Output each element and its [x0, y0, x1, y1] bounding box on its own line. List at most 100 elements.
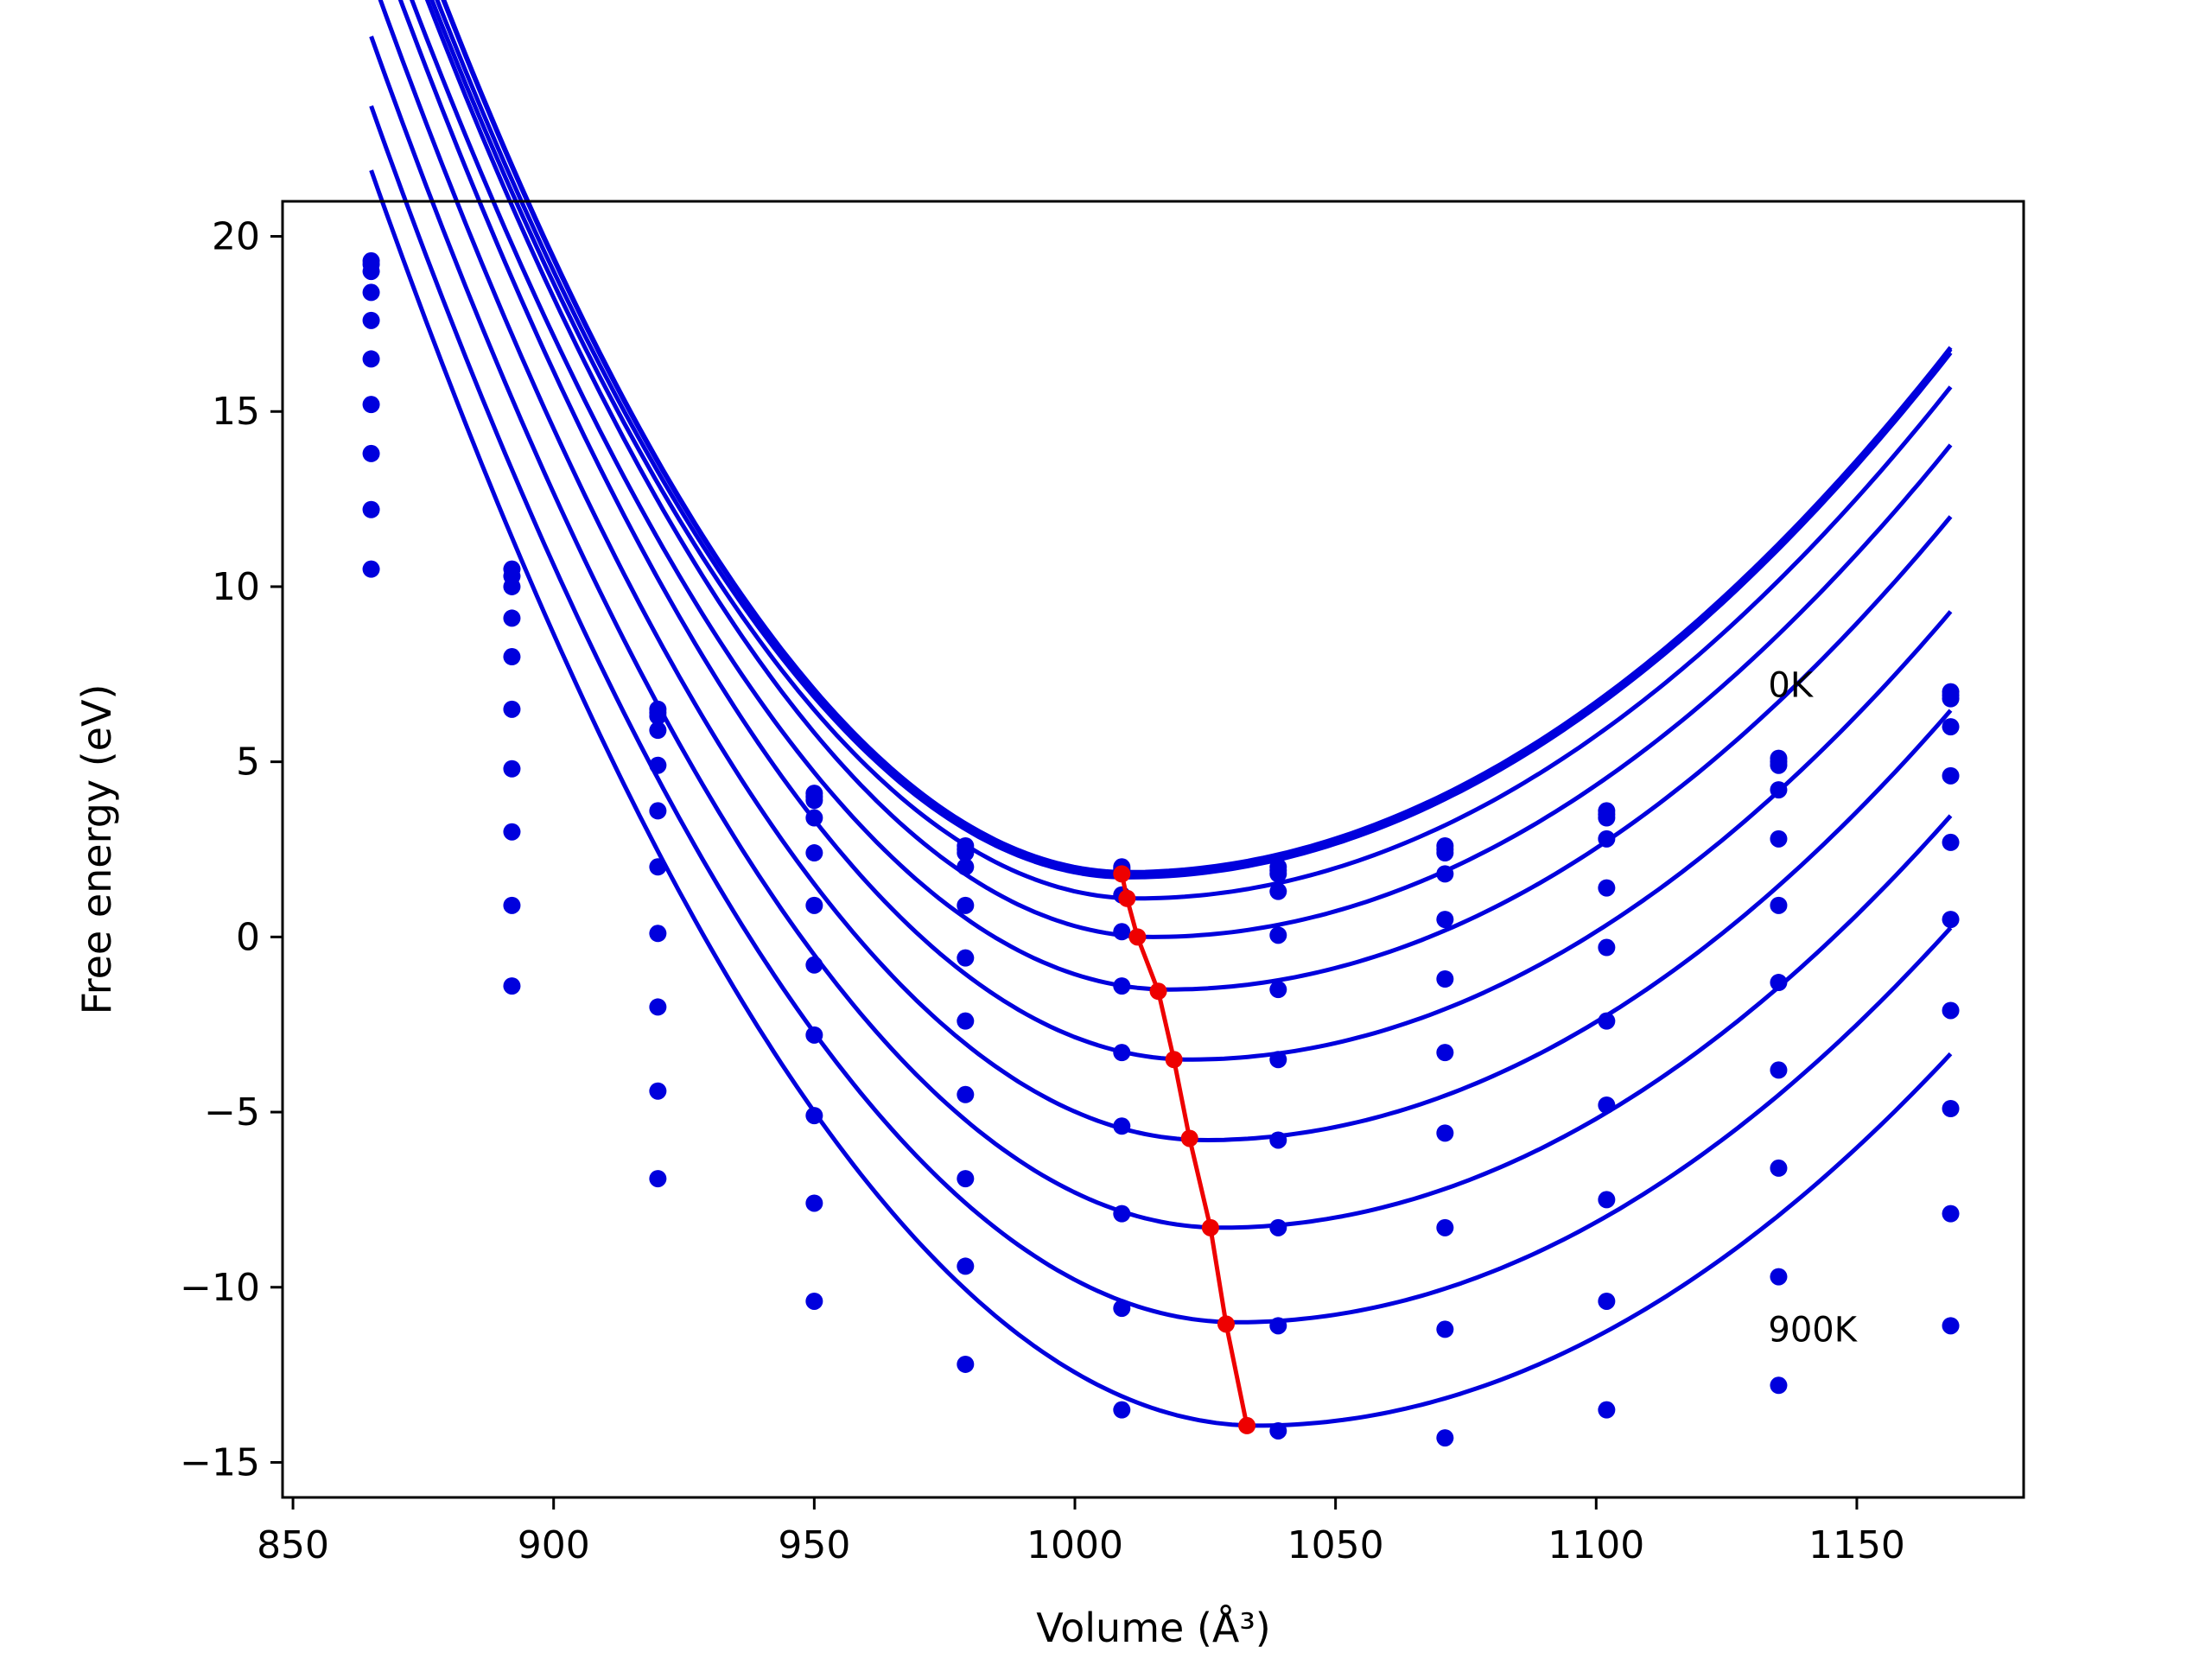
data-point-10-8	[1598, 1401, 1616, 1419]
y-tick-label-15: 15	[212, 390, 260, 434]
x-tick-label-1150: 1150	[1808, 1523, 1905, 1567]
data-point-9-8	[1598, 1292, 1616, 1310]
data-point-10-10	[1942, 1317, 1960, 1335]
data-point-7-0	[362, 444, 380, 462]
data-point-5-4	[957, 949, 975, 967]
data-point-2-2	[649, 707, 667, 725]
data-point-9-6	[1269, 1317, 1287, 1335]
data-point-5-3	[805, 896, 823, 914]
data-point-2-1	[503, 577, 521, 595]
minima-point-6	[1201, 1218, 1219, 1236]
x-tick-label-1050: 1050	[1287, 1523, 1384, 1567]
data-point-4-2	[649, 756, 667, 774]
data-point-6-9	[1770, 974, 1788, 992]
x-axis-ticks: 850 900 950 1000 1050 1100 1150	[257, 1497, 1905, 1567]
data-point-7-2	[649, 925, 667, 943]
data-point-10-6	[1269, 1421, 1287, 1440]
data-point-9-4	[957, 1257, 975, 1275]
data-point-7-8	[1598, 1096, 1616, 1114]
minima-point-1	[1118, 889, 1136, 907]
y-tick-label--10: −10	[180, 1266, 260, 1310]
data-point-4-8	[1598, 879, 1616, 897]
data-point-6-4	[957, 1012, 975, 1030]
data-point-3-4	[957, 858, 975, 876]
data-point-10-7	[1436, 1429, 1454, 1447]
data-point-8-0	[362, 500, 380, 518]
data-point-7-4	[957, 1085, 975, 1103]
fit-curve-1	[441, 0, 1953, 876]
data-point-9-3	[805, 1194, 823, 1212]
minima-line	[1119, 873, 1249, 1427]
data-point-2-9	[1770, 756, 1788, 774]
minima-point-5	[1180, 1129, 1198, 1147]
minima-point-0	[1113, 865, 1131, 883]
fit-curve-7	[378, 0, 1953, 1142]
y-tick-label--15: −15	[180, 1440, 260, 1484]
data-point-8-10	[1942, 1100, 1960, 1117]
data-point-3-7	[1436, 865, 1454, 883]
annotation-0: 0K	[1768, 665, 1814, 705]
data-point-7-7	[1436, 1124, 1454, 1142]
data-point-4-1	[503, 648, 521, 666]
data-point-3-6	[1269, 882, 1287, 900]
data-point-10-5	[1113, 1401, 1131, 1419]
data-point-2-10	[1942, 690, 1960, 708]
data-point-3-10	[1942, 718, 1960, 736]
data-point-2-4	[957, 844, 975, 862]
data-point-5-7	[1436, 970, 1454, 988]
minimum-energy-path	[1113, 865, 1256, 1434]
fit-curve-10	[369, 169, 1953, 1428]
data-point-4-7	[1436, 911, 1454, 929]
data-point-8-8	[1598, 1191, 1616, 1209]
data-point-4-0	[362, 311, 380, 329]
y-tick-label-0: 0	[236, 915, 260, 959]
data-point-8-1	[503, 896, 521, 914]
data-point-5-5	[1113, 977, 1131, 995]
data-point-7-1	[503, 823, 521, 841]
data-point-7-3	[805, 1026, 823, 1044]
minima-point-7	[1217, 1315, 1235, 1333]
data-point-3-1	[503, 609, 521, 627]
data-point-3-8	[1598, 830, 1616, 848]
fit-curve-8	[369, 35, 1953, 1230]
x-tick-label-850: 850	[257, 1523, 329, 1567]
data-point-10-2	[649, 1170, 667, 1188]
y-axis-ticks: 20 15 10 5 0 −5 −10 −15	[180, 215, 283, 1484]
data-point-8-6	[1269, 1218, 1287, 1236]
data-point-8-7	[1436, 1218, 1454, 1236]
data-point-6-0	[362, 396, 380, 414]
annotations: 0K 900K	[1768, 665, 1858, 1350]
data-point-10-9	[1770, 1376, 1788, 1395]
data-point-6-6	[1269, 1051, 1287, 1069]
fit-curve-0	[442, 0, 1953, 874]
y-tick-label-5: 5	[236, 741, 260, 785]
fit-curve-5	[410, 0, 1953, 992]
y-axis-label: Free energy (eV)	[73, 684, 120, 1015]
data-point-3-2	[649, 721, 667, 740]
data-point-6-3	[805, 956, 823, 974]
fit-curve-2	[435, 0, 1953, 880]
data-point-5-0	[362, 350, 380, 368]
data-point-4-3	[805, 844, 823, 862]
data-point-4-10	[1942, 766, 1960, 785]
data-point-8-2	[649, 998, 667, 1016]
data-point-9-2	[649, 1082, 667, 1100]
fit-curves	[369, 0, 1953, 1428]
minima-point-8	[1238, 1416, 1256, 1434]
data-point-6-10	[1942, 911, 1960, 929]
y-tick-label-20: 20	[212, 215, 260, 259]
fit-curve-6	[397, 0, 1953, 1062]
data-point-5-1	[503, 700, 521, 718]
data-point-2-6	[1269, 865, 1287, 883]
fit-curve-9	[369, 105, 1953, 1325]
data-point-6-1	[503, 760, 521, 778]
data-point-7-9	[1770, 1061, 1788, 1079]
data-point-7-6	[1269, 1131, 1287, 1149]
x-tick-label-900: 900	[518, 1523, 590, 1567]
minima-point-3	[1149, 982, 1167, 1001]
minima-point-2	[1128, 928, 1147, 946]
plot-frame	[281, 200, 2025, 1499]
data-point-5-2	[649, 802, 667, 820]
